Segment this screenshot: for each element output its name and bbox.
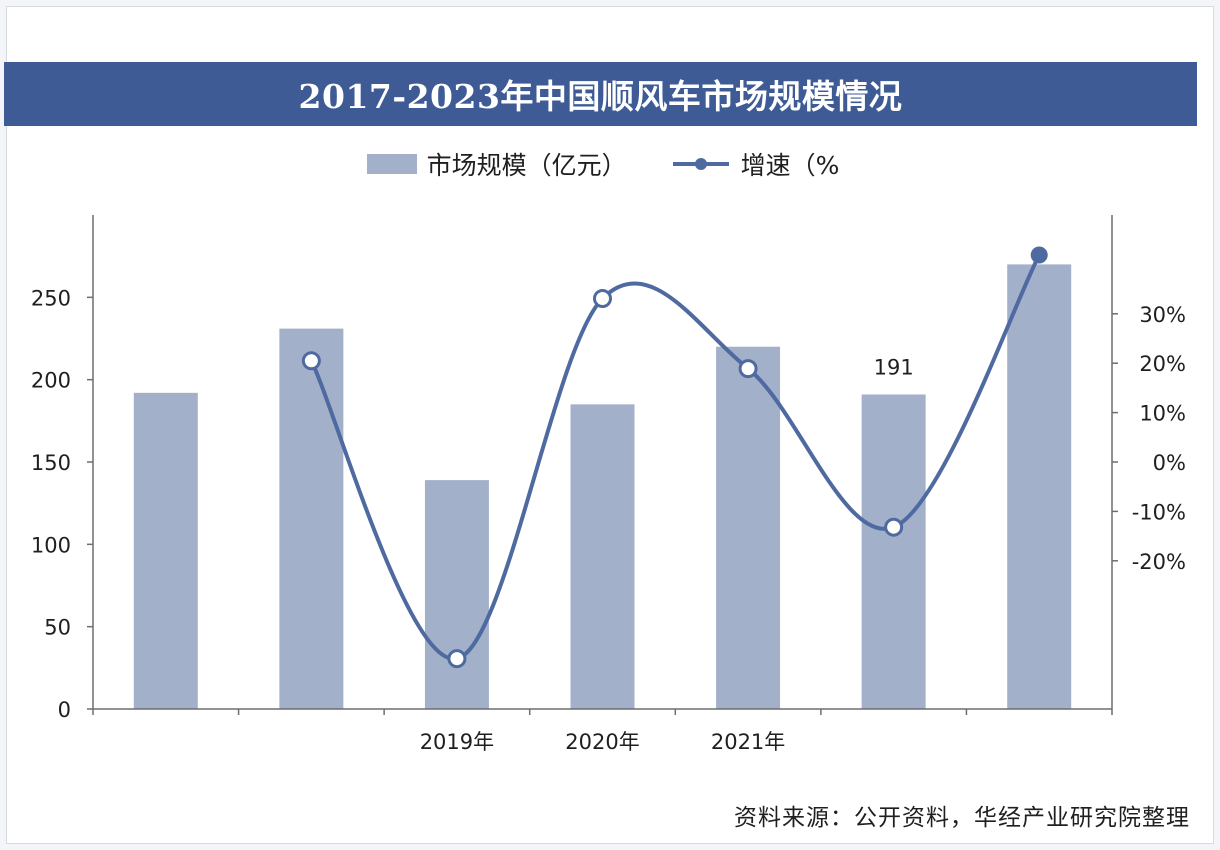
legend: 市场规模（亿元） 增速（% (0, 142, 1206, 186)
growth-point-4 (738, 359, 758, 379)
bar-2 (424, 480, 489, 709)
left-tick-label-5: 250 (31, 286, 71, 310)
left-tick-label-4: 200 (31, 369, 71, 393)
right-tick-label-1: -10% (1132, 500, 1186, 524)
left-tick-label-2: 100 (31, 533, 71, 557)
source-note: 资料来源：公开资料，华经产业研究院整理 (734, 805, 1190, 831)
chart-title: 2017-2023年中国顺风车市场规模情况 (298, 77, 903, 116)
x-label-3: 2020年 (565, 730, 639, 754)
legend-bar-swatch (366, 154, 417, 174)
legend-line-label: 增速（% (740, 151, 840, 180)
legend-item-bar: 市场规模（亿元） (366, 146, 627, 182)
bar-3 (570, 404, 635, 709)
bar-6 (1007, 264, 1072, 709)
growth-point-1 (301, 351, 321, 371)
growth-line (309, 254, 1041, 661)
x-label-4: 2021年 (711, 730, 785, 754)
growth-point-2 (447, 649, 467, 669)
growth-point-6 (1030, 246, 1048, 264)
x-label-2: 2019年 (420, 730, 494, 754)
title-bar: 2017-2023年中国顺风车市场规模情况 (4, 62, 1197, 126)
bar-data-label-5: 191 (874, 355, 914, 379)
right-tick-label-4: 20% (1139, 352, 1186, 376)
bar-1 (279, 328, 344, 709)
bar-4 (716, 346, 781, 709)
left-tick-label-3: 150 (31, 451, 71, 475)
legend-item-line: 增速（% (671, 146, 840, 182)
right-tick-label-3: 10% (1139, 402, 1186, 426)
legend-line-swatch (672, 158, 729, 170)
growth-point-5 (884, 517, 904, 537)
right-tick-label-0: -20% (1132, 550, 1186, 574)
bar-0 (133, 392, 198, 709)
right-tick-label-5: 30% (1139, 303, 1186, 327)
left-tick-label-0: 0 (58, 698, 71, 722)
bar-5 (861, 394, 926, 709)
growth-point-3 (593, 288, 612, 308)
left-tick-label-1: 50 (44, 616, 71, 640)
right-tick-label-2: 0% (1153, 451, 1186, 475)
legend-bar-label: 市场规模（亿元） (426, 151, 627, 180)
